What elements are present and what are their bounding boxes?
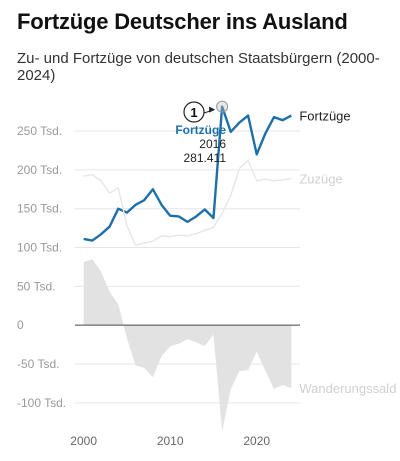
y-tick-label: 50 Tsd.	[17, 279, 55, 293]
annotation-series: Fortzüge	[175, 123, 226, 137]
series-label: Fortzüge	[299, 109, 350, 124]
annotation-badge	[183, 101, 205, 123]
y-tick-label: -50 Tsd.	[17, 357, 59, 371]
series-label: Zuzüge	[299, 171, 342, 186]
y-tick-label: 250 Tsd.	[17, 124, 62, 138]
chart-title: Fortzüge Deutscher ins Ausland	[17, 9, 348, 34]
y-tick-label: 100 Tsd.	[17, 241, 62, 255]
annotation-value: 281.411	[184, 151, 227, 165]
annotation-number: 1	[190, 105, 197, 120]
y-tick-label: 200 Tsd.	[17, 163, 62, 177]
area-series-wanderungssaldo	[83, 259, 292, 432]
y-tick-label: 0	[17, 318, 24, 332]
y-tick-label: -100 Tsd.	[17, 396, 66, 410]
annotation-arrowhead	[209, 106, 216, 113]
x-tick-label: 2010	[157, 434, 184, 448]
line-series-zuzuege	[83, 159, 292, 246]
x-tick-label: 2020	[243, 434, 270, 448]
x-tick-label: 2000	[70, 434, 97, 448]
annotation-year: 2016	[199, 137, 226, 151]
series-label: Wanderungssald	[299, 381, 396, 396]
line-series-fortzuege	[83, 105, 292, 242]
highlight-point	[216, 100, 229, 113]
y-tick-label: 150 Tsd.	[17, 202, 62, 216]
chart-subtitle: Zu- und Fortzüge von deutschen Staatsbür…	[17, 50, 380, 84]
